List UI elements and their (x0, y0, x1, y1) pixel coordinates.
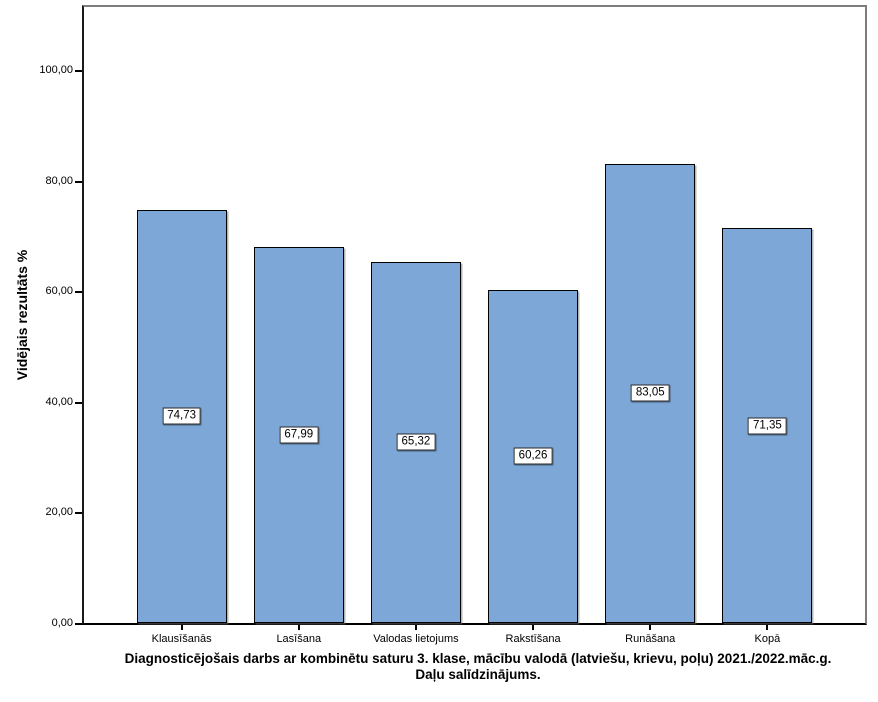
y-tick-label: 0,00 (51, 617, 73, 629)
x-tick (532, 625, 535, 630)
chart-title-line2: Daļu salīdzinājums. (415, 667, 541, 682)
bar-value-label: 71,35 (747, 417, 787, 435)
y-tick (75, 70, 82, 72)
y-tick-label: 100,00 (39, 64, 73, 76)
y-tick (75, 623, 82, 625)
y-tick-label: 80,00 (45, 174, 73, 187)
bars-layer: 74,73 67,99 65,32 60,26 83,05 71,35 (84, 7, 865, 623)
bar-value-label: 83,05 (630, 384, 670, 402)
bar-2: 67,99 (253, 247, 344, 623)
bar-5: 83,05 (605, 163, 696, 623)
bar-4: 60,26 (488, 289, 579, 623)
chart-title-line1: Diagnosticējošais darbs ar kombinētu sat… (124, 651, 832, 666)
y-axis-label-container: Vidējais rezultāts % (8, 5, 36, 625)
bar-value-label: 74,73 (162, 407, 202, 425)
x-tick (766, 625, 769, 630)
plot-area: 74,73 67,99 65,32 60,26 83,05 71,35 (82, 5, 867, 625)
x-tick (414, 625, 417, 630)
bar-value-label: 65,32 (396, 433, 436, 451)
y-tick (75, 291, 82, 294)
x-tick (649, 625, 652, 630)
bar-3: 65,32 (370, 261, 461, 623)
bar-1: 74,73 (136, 209, 227, 623)
bar-value-label: 60,26 (513, 447, 553, 465)
y-tick-label: 20,00 (45, 506, 73, 519)
bar-value-label: 67,99 (279, 426, 319, 444)
y-axis-label: Vidējais rezultāts % (14, 249, 30, 381)
y-tick-label: 60,00 (45, 285, 73, 298)
x-tick-label: Rakstīšana (505, 633, 561, 645)
chart-title: Diagnosticējošais darbs ar kombinētu sat… (82, 651, 874, 683)
x-tick-label: Runāšana (625, 633, 676, 645)
x-tick-label: Klausīšanās (151, 633, 212, 645)
y-tick (75, 180, 82, 183)
x-tick (180, 625, 183, 630)
x-tick (297, 625, 300, 630)
x-tick-label: Kopā (754, 633, 781, 645)
bar-6: 71,35 (722, 228, 813, 623)
y-tick (75, 512, 82, 515)
x-tick-label: Valodas lietojums (373, 633, 459, 645)
y-tick (75, 401, 82, 404)
x-tick-label: Lasīšana (276, 633, 322, 645)
y-tick-label: 40,00 (45, 395, 73, 408)
